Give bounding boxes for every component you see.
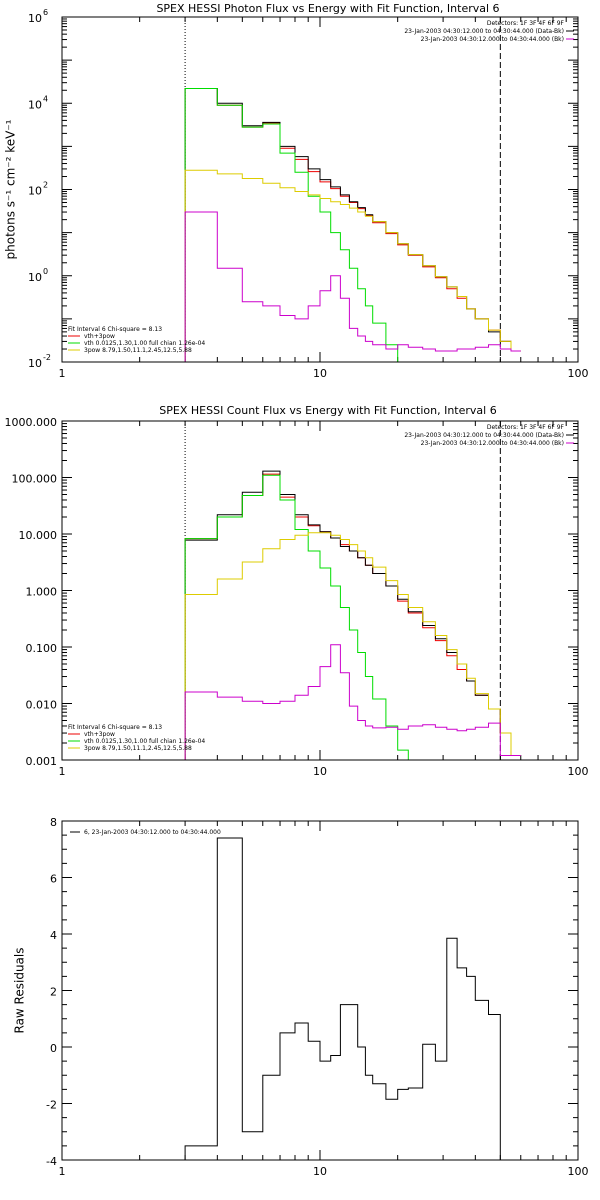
legend-entry: 3pow 8.79,1.50,11.1,2.45,12.5,5.88 — [84, 347, 192, 354]
x-tick-label: 1 — [59, 367, 66, 380]
legend-header: Detectors: 1F 3F 4F 6F 9F — [487, 424, 565, 431]
legend-entry: 23-Jan-2003 04:30:12.000 to 04:30:44.000… — [404, 28, 564, 35]
y-tick-label: 1000.000 — [5, 416, 58, 429]
legend-entry: 23-Jan-2003 04:30:12.000 to 04:30:44.000… — [421, 440, 564, 447]
y-tick-label: 10 — [28, 271, 42, 284]
x-ticks — [61, 821, 567, 1160]
plot-frame — [61, 16, 579, 363]
x-tick-label: 1 — [59, 765, 66, 778]
chart-1: SPEX HESSI Photon Flux vs Energy with Fi… — [4, 2, 589, 380]
series-vth-3pow — [184, 88, 521, 362]
chart-2: SPEX HESSI Count Flux vs Energy with Fit… — [5, 404, 589, 778]
legend-entry: 23-Jan-2003 04:30:12.000 to 04:30:44.000… — [404, 432, 564, 439]
y-tick-label: 10.000 — [19, 529, 58, 542]
y-tick-label: 0.010 — [26, 699, 58, 712]
x-tick-label: 100 — [568, 367, 589, 380]
x-tick-label: 10 — [313, 765, 327, 778]
series-data-bk — [184, 88, 521, 362]
x-ticks — [61, 17, 567, 362]
x-tick-label: 1 — [59, 1165, 66, 1178]
legend-entry: vth 0.0125,1.30,1.00 full chian 1.26e-04 — [84, 738, 205, 745]
x-tick-label: 10 — [313, 367, 327, 380]
y-tick-label: 0.001 — [26, 755, 58, 768]
y-tick-label: -2 — [46, 1099, 57, 1112]
fit-header: Fit Interval 6 Chi-square = 8.13 — [68, 724, 162, 731]
y-tick-label: 100.000 — [12, 473, 58, 486]
series-group — [184, 837, 501, 1160]
y-tick-exponent: -2 — [43, 353, 51, 362]
y-tick-label: 8 — [50, 816, 57, 829]
series-group — [184, 470, 521, 760]
y-tick-exponent: 2 — [43, 181, 48, 190]
y-tick-label: 0.100 — [26, 642, 58, 655]
y-tick-label: 10 — [28, 185, 42, 198]
plot-frame — [61, 420, 579, 761]
legend-fit: Fit Interval 6 Chi-square = 8.13vth+3pow… — [68, 326, 205, 354]
y-tick-label: 10 — [28, 12, 42, 25]
series-vth — [184, 474, 521, 760]
y-tick-exponent: 4 — [43, 94, 48, 103]
y-tick-label: 0 — [50, 1042, 57, 1055]
fit-header: Fit Interval 6 Chi-square = 8.13 — [68, 326, 162, 333]
plot-frame — [61, 820, 579, 1161]
y-tick-label: -4 — [46, 1155, 57, 1168]
y-tick-exponent: 6 — [43, 8, 48, 17]
series-residuals — [184, 837, 501, 1160]
legend-entry: vth+3pow — [84, 333, 115, 340]
y-tick-label: 2 — [50, 986, 57, 999]
chart-title: SPEX HESSI Count Flux vs Energy with Fit… — [159, 404, 496, 417]
x-tick-label: 100 — [568, 1165, 589, 1178]
series-vth — [184, 88, 521, 362]
legend-entry: vth+3pow — [84, 731, 115, 738]
legend-entry: 23-Jan-2003 04:30:12.000 to 04:30:44.000… — [421, 36, 564, 43]
chart-title: SPEX HESSI Photon Flux vs Energy with Fi… — [156, 2, 499, 15]
series-bk — [184, 211, 521, 362]
legend-entry: 6, 23-Jan-2003 04:30:12.000 to 04:30:44.… — [84, 829, 221, 836]
y-tick-exponent: 0 — [43, 267, 48, 276]
y-axis-label: photons s⁻¹ cm⁻² keV⁻¹ — [4, 119, 18, 259]
series-data-bk — [184, 470, 521, 760]
x-tick-label: 100 — [568, 765, 589, 778]
y-tick-label: 10 — [28, 98, 42, 111]
series-3pow — [184, 169, 521, 362]
x-tick-label: 10 — [313, 1165, 327, 1178]
y-axis-label: Raw Residuals — [13, 948, 27, 1034]
legend-top: 6, 23-Jan-2003 04:30:12.000 to 04:30:44.… — [70, 829, 221, 836]
y-tick-label: 10 — [28, 357, 42, 370]
legend-entry: vth 0.0125,1.30,1.00 full chian 1.26e-04 — [84, 340, 205, 347]
series-3pow — [184, 532, 521, 760]
series-group — [184, 88, 521, 362]
y-tick-label: 1.000 — [26, 586, 58, 599]
y-tick-label: 4 — [50, 929, 57, 942]
legend-fit: Fit Interval 6 Chi-square = 8.13vth+3pow… — [68, 724, 205, 752]
legend-header: Detectors: 1F 3F 4F 6F 9F — [487, 20, 565, 27]
chart-3: Raw Residuals 1 10 100 -4 -2 0 2 4 6 8 6, 23-Jan-20… — [13, 816, 589, 1178]
series-bk — [184, 644, 521, 760]
y-tick-label: 6 — [50, 873, 57, 886]
legend-entry: 3pow 8.79,1.50,11.1,2.45,12.5,5.88 — [84, 745, 192, 752]
